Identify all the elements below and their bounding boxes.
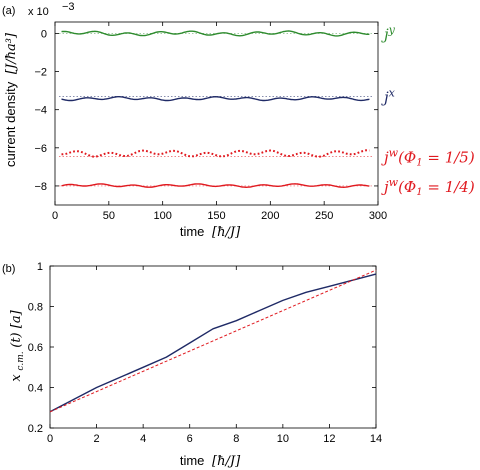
panel-b-series-line bbox=[49, 269, 377, 413]
panel-b-plot-frame bbox=[49, 265, 377, 429]
panel-b-ytick-label: 0.2 bbox=[28, 423, 43, 435]
panel-b-series bbox=[49, 269, 377, 413]
panel-b-ticks: 0 2 4 6 8 10 12 14 0.2 0.4 0.6 0.8 1 bbox=[28, 261, 382, 445]
panel-b-ylabel-sub: c.m. bbox=[16, 351, 26, 370]
panel-b-label: (b) bbox=[2, 263, 15, 275]
panel-a-ylabel-unit: [J/ħa³] bbox=[4, 32, 19, 74]
panel-a-series bbox=[59, 30, 374, 189]
panel-a-ytick-label: 0 bbox=[41, 28, 47, 40]
panel-b-ylabel-rest: (t) [a] bbox=[9, 309, 24, 347]
panel-a-xtick-label: 0 bbox=[52, 210, 58, 222]
panel-b-xtick-label: 0 bbox=[47, 433, 53, 445]
panel-a-ytick-label: −2 bbox=[34, 67, 47, 79]
panel-a-series-line bbox=[61, 149, 370, 158]
panel-a-xtick-label: 150 bbox=[207, 210, 225, 222]
panel-a-ytick-label: −4 bbox=[34, 105, 47, 117]
panel-a-series-line bbox=[61, 183, 370, 189]
panel-a-series-line bbox=[61, 95, 370, 102]
panel-a-ylabel-text: current density bbox=[3, 81, 18, 167]
panel-a-xlabel-unit: [ħ/J] bbox=[212, 225, 241, 240]
panel-a-series-label: jy bbox=[381, 23, 396, 43]
panel-a-ytick-label: −8 bbox=[34, 181, 47, 193]
panel-a-series-label: jw(Φ1 = 1/5) bbox=[381, 146, 475, 168]
panel-a-ylabel: current density [J/ħa³] bbox=[3, 32, 19, 167]
panel-a-xtick-label: 300 bbox=[369, 210, 387, 222]
panel-a-ytick-label: −6 bbox=[34, 143, 47, 155]
panel-a-series-labels: jy jx jw(Φ1 = 1/5) jw(Φ1 = 1/4) bbox=[381, 23, 475, 198]
panel-a-xlabel: time [ħ/J] bbox=[180, 224, 241, 240]
panel-a-xlabel-text: time bbox=[180, 224, 205, 239]
panel-b-xtick-label: 8 bbox=[233, 433, 239, 445]
panel-a-series-label: jx bbox=[381, 86, 396, 106]
panel-b-xtick-label: 6 bbox=[187, 433, 193, 445]
panel-a: (a) x 10 −3 0 50 100 150 200 250 3000−2−4−6−8 … bbox=[2, 1, 475, 240]
panel-b: (b) 0 2 4 6 8 10 12 14 0.2 0.4 0.6 0.8 1 x c.m. (t) … bbox=[2, 261, 382, 469]
panel-a-xtick-label: 200 bbox=[261, 210, 279, 222]
panel-b-xlabel-text: time bbox=[180, 453, 205, 468]
panel-b-ylabel: x c.m. (t) [a] bbox=[8, 309, 26, 381]
panel-a-xtick-label: 50 bbox=[103, 210, 115, 222]
panel-b-xtick-label: 2 bbox=[94, 433, 100, 445]
panel-a-scale-base: x 10 bbox=[28, 6, 49, 18]
panel-a-plot-frame bbox=[54, 21, 379, 206]
panel-b-ytick-label: 0.4 bbox=[28, 383, 43, 395]
panel-a-xtick-label: 250 bbox=[315, 210, 333, 222]
panel-b-xtick-label: 10 bbox=[277, 433, 289, 445]
panel-a-ticks: 0 50 100 150 200 250 300 0 −2 −4 −6 −8 bbox=[34, 22, 387, 222]
panel-b-ytick-label: 1 bbox=[37, 261, 43, 273]
panel-b-xtick-label: 12 bbox=[323, 433, 335, 445]
panel-a-scale-exp: −3 bbox=[62, 1, 75, 13]
panel-b-xlabel: time [ħ/J] bbox=[180, 453, 241, 469]
panel-b-series-line bbox=[49, 273, 377, 413]
panel-a-series-label: jw(Φ1 = 1/4) bbox=[381, 176, 475, 198]
panel-b-ytick-label: 0.8 bbox=[28, 302, 43, 314]
panel-a-scale-note: x 10 −3 bbox=[28, 1, 75, 18]
panel-b-xlabel-unit: [ħ/J] bbox=[212, 454, 241, 469]
panel-b-ytick-label: 0.6 bbox=[28, 342, 43, 354]
panel-b-xtick-label: 4 bbox=[140, 433, 146, 445]
panel-b-ylabel-var: x bbox=[9, 374, 24, 382]
panel-b-xtick-label: 14 bbox=[370, 433, 382, 445]
panel-a-label: (a) bbox=[2, 5, 15, 17]
panel-a-xtick-label: 100 bbox=[153, 210, 171, 222]
panel-a-series-line bbox=[61, 30, 370, 37]
